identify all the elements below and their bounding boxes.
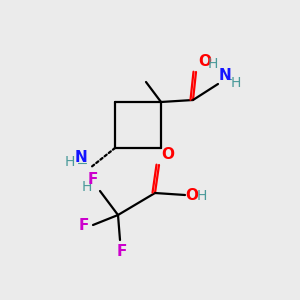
- Text: F: F: [88, 172, 98, 187]
- Text: O: O: [161, 147, 174, 162]
- Text: O: O: [198, 54, 211, 69]
- Text: O: O: [185, 188, 198, 203]
- Text: H: H: [197, 189, 207, 203]
- Text: N: N: [74, 150, 87, 165]
- Text: H: H: [208, 57, 218, 71]
- Text: H: H: [64, 155, 75, 169]
- Text: F: F: [79, 218, 89, 232]
- Text: H: H: [231, 76, 242, 90]
- Text: F: F: [117, 244, 127, 259]
- Text: N: N: [219, 68, 232, 83]
- Text: H: H: [82, 180, 92, 194]
